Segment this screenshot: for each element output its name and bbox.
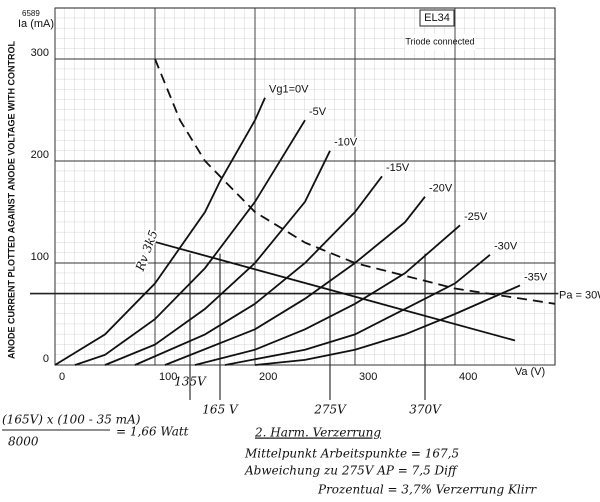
note: (165V) x (100 - 35 mA) <box>2 413 141 427</box>
subtitle: Triode connected <box>405 36 474 46</box>
x-tick-label: 200 <box>259 371 277 383</box>
marker-label: 135V <box>174 375 207 389</box>
note: 8000 <box>8 435 39 449</box>
subtitle-box <box>405 34 475 50</box>
note: Mittelpunkt Arbeitspunkte = 167,5 <box>244 447 459 461</box>
curve-label: -10V <box>334 137 358 149</box>
note: Abweichung zu 275V AP = 7,5 Diff <box>244 464 459 478</box>
curve <box>104 150 331 366</box>
curve <box>54 97 266 366</box>
curve-label: -25V <box>464 211 488 223</box>
y-tick-label: 100 <box>31 251 49 263</box>
y-label: Ia (mA) <box>18 18 54 30</box>
note: = 1,66 Watt <box>116 425 189 439</box>
side-text: ANODE CURRENT PLOTTED AGAINST ANODE VOLT… <box>6 41 16 359</box>
curve <box>149 239 516 342</box>
marker-label: 165 V <box>202 403 239 417</box>
x-label: Va (V) <box>515 366 545 378</box>
curve <box>194 224 461 366</box>
y-tick-label: 200 <box>31 149 49 161</box>
curve <box>254 284 521 366</box>
code: 6589 <box>22 9 40 18</box>
curve-label: Vg1=0V <box>269 84 309 96</box>
curve-label: -35V <box>524 271 548 283</box>
curve-label: -5V <box>309 106 327 118</box>
plot-area <box>54 7 556 366</box>
x-tick-label: 400 <box>459 371 477 383</box>
chart-title: EL34 <box>424 12 450 24</box>
curve <box>154 58 556 305</box>
x-tick-label: 300 <box>359 371 377 383</box>
note: Prozentual = 3,7% Verzerrung Klirr <box>317 483 537 497</box>
curve <box>74 119 306 366</box>
marker-label: 275V <box>313 403 347 417</box>
curve <box>164 196 426 366</box>
curve-label: -15V <box>386 162 410 174</box>
marker-label: 370V <box>409 403 442 417</box>
title-box <box>419 9 455 27</box>
note: 2. Harm. Verzerrung <box>254 426 381 440</box>
curve <box>134 175 383 366</box>
x-tick-label: 0 <box>59 371 65 383</box>
curve-label: -20V <box>429 183 453 195</box>
curve-label: Pa = 30W <box>559 290 600 302</box>
x-tick-label: 100 <box>159 371 177 383</box>
y-tick-label: 300 <box>31 47 49 59</box>
curve <box>224 254 491 366</box>
curve-label: -30V <box>494 241 518 253</box>
y-tick-label: 0 <box>43 353 49 365</box>
